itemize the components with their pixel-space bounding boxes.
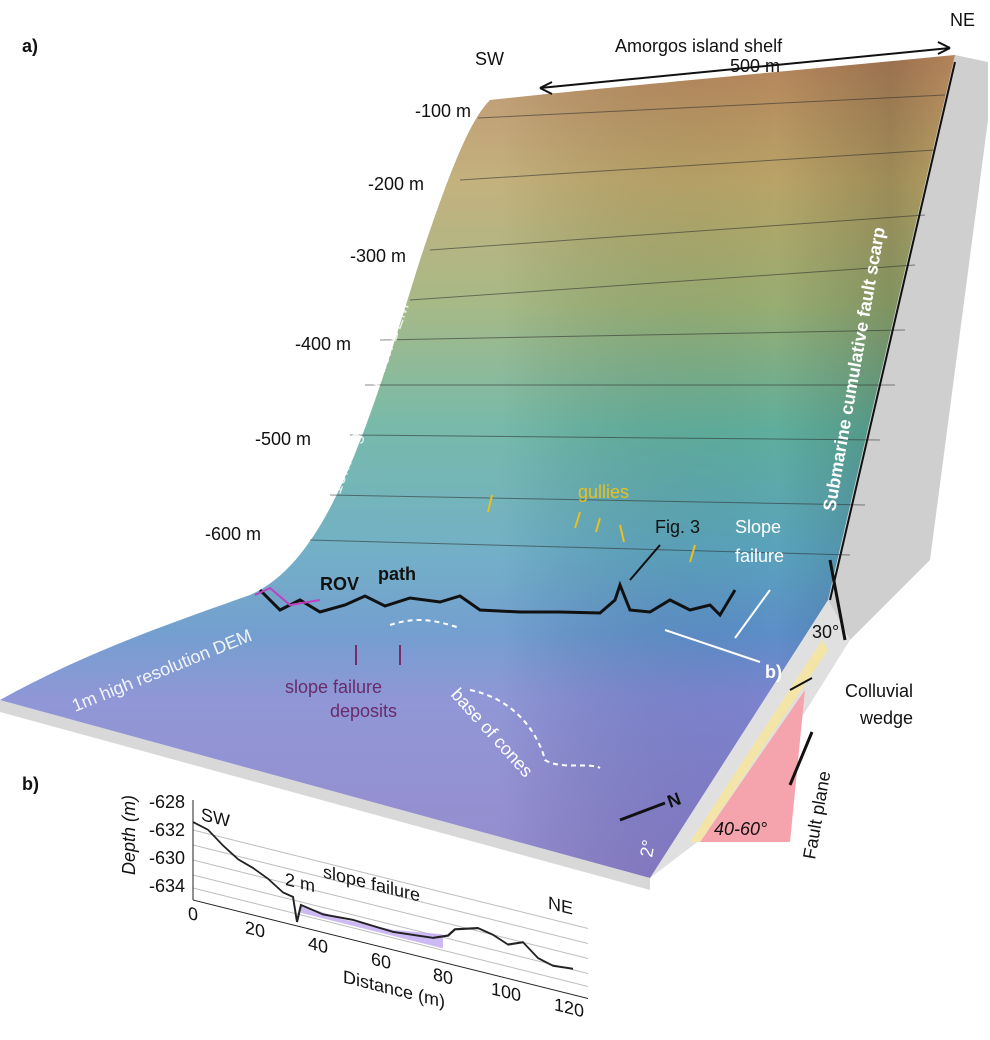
front-face [0,700,650,890]
rov-path-start [254,586,321,607]
contours [309,94,946,556]
y-tick-label: -634 [149,876,185,896]
x-tick-label: 40 [308,932,328,958]
deposit-arrows [355,645,401,665]
slope-failure-label: Slope [735,517,781,537]
x-axis-title: Distance (m) [343,966,445,1012]
y-tick-label: -628 [149,792,185,812]
inset-ref: b) [765,662,782,682]
fault-wedge [700,690,805,842]
rov-path [258,580,737,618]
dem-shading [0,55,955,878]
fault-angle: 40-60° [714,819,767,839]
wedge-label: wedge [859,708,913,728]
slope-failure-label: failure [735,546,784,566]
gully-arrows [487,494,696,563]
side-face [828,55,988,640]
x-tick-label: 60 [371,948,391,974]
region-label: Amorgos island shelf [615,36,783,56]
gullies-label: gullies [578,482,629,502]
rov-label: path [378,564,416,584]
y-tick-label: -630 [149,848,185,868]
grid-line [193,874,588,974]
x-tick-label: 0 [188,902,198,925]
y-axis-title: Depth (m) [119,795,139,875]
rov-label: ROV [320,574,359,594]
grid-line [193,844,588,944]
panel-label: a) [22,36,38,56]
depth-label: -100 m [415,101,471,121]
x-tick-label: 100 [491,978,521,1006]
x-tick-label: 120 [554,993,584,1021]
dip-label: 2° [636,838,659,858]
white-marks [389,589,771,769]
depth-label: -400 m [295,334,351,354]
x-tick-label: 20 [245,916,265,942]
depth-label: -600 m [205,524,261,544]
depth-label: -300 m [350,246,406,266]
panel-label: b) [22,774,39,794]
grid-line [193,829,588,929]
profile-line [192,821,574,970]
x-axis [193,899,588,999]
profile-panel: 0 20 40 60 80 100 120 Distance (m) SW NE… [188,799,588,1021]
colluvial-wedge [690,640,828,842]
arrows [539,41,956,822]
deposits-label: slope failure [285,677,382,697]
north-label: N [665,789,684,812]
deposits-label: deposits [330,701,397,721]
depth-label: -200 m [368,174,424,194]
fault-plane-label: Fault plane [799,770,834,861]
failure-area [301,904,443,949]
grid-line [193,887,588,987]
direction-sw: SW [475,49,504,69]
side-face-lower [650,600,850,878]
wedge-label: Colluvial [845,681,913,701]
scale-label: 500 m [730,56,780,76]
y-tick-label: -632 [149,820,185,840]
fig-ref: Fig. 3 [655,517,700,537]
depth-label: -500 m [255,429,311,449]
direction-ne: NE [950,10,975,30]
x-tick-label: 80 [433,963,453,989]
angle-label: 30° [812,622,839,642]
